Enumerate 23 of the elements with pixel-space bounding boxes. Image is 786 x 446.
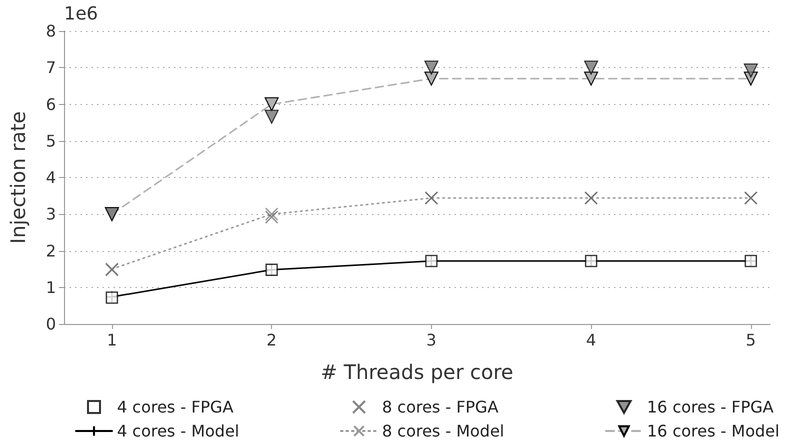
y-tick-label: 5 <box>46 131 56 150</box>
x-tick-label: 5 <box>746 330 756 350</box>
y-tick-label: 0 <box>46 314 56 334</box>
legend-label: 8 cores - Model <box>382 422 504 440</box>
y-tick-label: 7 <box>46 58 56 78</box>
y-tick-label: 8 <box>46 22 56 40</box>
legend-label: 8 cores - FPGA <box>382 398 498 416</box>
text: 1e6 <box>64 4 98 24</box>
legend-label: 4 cores - FPGA <box>117 398 234 416</box>
x-tick-label: 4 <box>586 330 596 350</box>
legend-label: 4 cores - Model <box>117 422 240 440</box>
x-tick-label: 3 <box>426 330 436 350</box>
legend-label: 16 cores - Model <box>647 422 780 440</box>
x-tick-label: 1 <box>106 330 118 350</box>
y-tick-label: 6 <box>46 94 56 114</box>
y-tick-label: 1 <box>46 278 56 297</box>
y-tick-label: 4 <box>46 168 56 187</box>
x-axis-title: # Threads per core <box>320 360 514 384</box>
legend-label: 16 cores - FPGA <box>647 398 774 416</box>
y-axis-title: Injection rate <box>6 111 30 244</box>
y-tick-label: 3 <box>46 204 56 224</box>
y-tick-label: 2 <box>46 241 56 260</box>
x-tick-label: 2 <box>266 330 277 350</box>
